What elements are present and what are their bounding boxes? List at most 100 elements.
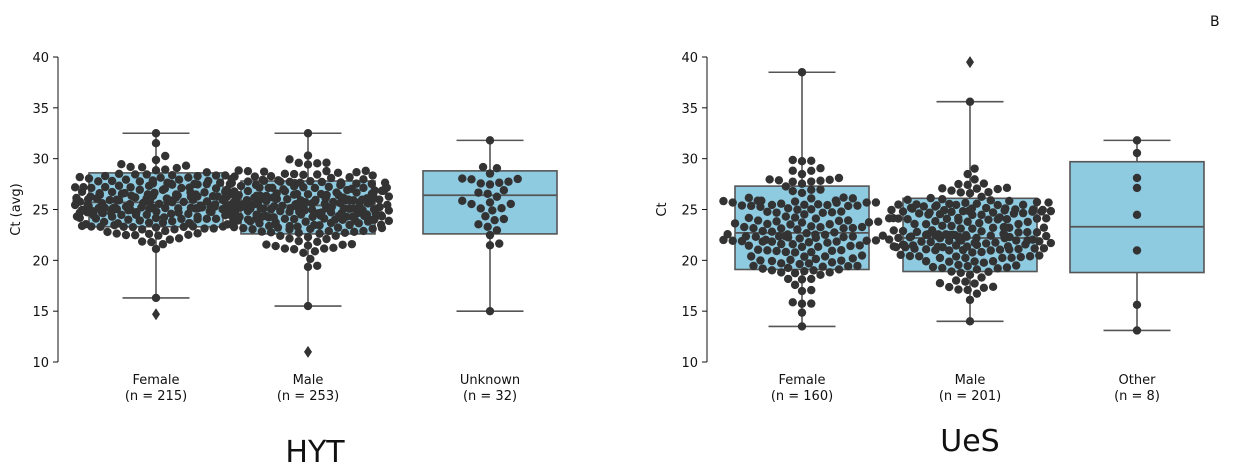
outlier-point: [304, 345, 312, 358]
data-point: [324, 226, 333, 236]
data-point: [147, 237, 156, 247]
swarm-points: [458, 136, 522, 316]
data-point: [156, 173, 165, 182]
data-point: [884, 235, 894, 244]
data-point: [190, 179, 199, 189]
data-point: [257, 227, 266, 236]
data-point: [361, 166, 370, 176]
data-point: [131, 230, 140, 240]
y-tick-label: 35: [681, 102, 698, 117]
data-point: [308, 212, 317, 222]
data-point: [807, 166, 816, 175]
data-point: [740, 222, 749, 232]
x-category-label: Female: [132, 373, 179, 388]
data-point: [862, 236, 871, 245]
data-point: [954, 213, 963, 223]
data-point: [317, 177, 327, 187]
data-point: [1018, 200, 1028, 210]
chart-title: UeS: [940, 424, 999, 459]
data-point: [1132, 326, 1142, 335]
data-point: [941, 230, 951, 239]
data-point: [1014, 244, 1023, 254]
data-point: [193, 229, 202, 238]
data-point: [797, 242, 807, 252]
data-point: [962, 242, 972, 251]
data-point: [77, 205, 87, 215]
box-group-female: [70, 129, 242, 321]
data-point: [777, 199, 786, 208]
data-point: [793, 205, 802, 214]
data-point: [151, 166, 161, 175]
data-point: [87, 183, 96, 193]
data-point: [126, 183, 135, 192]
data-point: [802, 229, 811, 238]
data-point: [786, 255, 795, 265]
data-point: [963, 217, 972, 226]
data-point: [165, 235, 175, 244]
data-point: [853, 261, 862, 271]
data-point: [276, 231, 285, 240]
data-point: [921, 257, 931, 266]
data-point: [844, 216, 853, 225]
data-point: [215, 178, 225, 187]
data-point: [790, 213, 800, 222]
data-point: [1007, 253, 1016, 263]
data-point: [1132, 148, 1142, 158]
data-point: [143, 190, 153, 199]
data-point: [970, 279, 979, 288]
swarm-points: [1132, 136, 1142, 335]
data-point: [818, 208, 827, 218]
data-point: [144, 229, 154, 239]
data-point: [117, 160, 126, 169]
data-point: [820, 230, 830, 239]
data-point: [474, 188, 483, 197]
data-point: [319, 244, 329, 253]
data-point: [200, 188, 209, 197]
y-tick-label: 20: [32, 254, 49, 269]
data-point: [813, 242, 823, 252]
data-point: [200, 224, 209, 233]
data-point: [825, 175, 834, 185]
data-point: [935, 279, 945, 288]
data-point: [280, 214, 290, 224]
data-point: [914, 252, 924, 261]
data-point: [945, 199, 954, 209]
data-point: [248, 225, 257, 234]
data-point: [988, 257, 998, 266]
data-point: [1039, 244, 1049, 253]
data-point: [807, 247, 816, 257]
data-point: [848, 232, 858, 241]
data-point: [151, 244, 161, 254]
data-point: [81, 220, 91, 229]
box-group-other: [1069, 136, 1205, 335]
data-point: [790, 268, 800, 278]
x-category-label: Unknown: [460, 373, 520, 388]
data-point: [823, 200, 832, 210]
data-point: [292, 189, 302, 199]
data-point: [303, 160, 313, 169]
data-point: [807, 285, 816, 295]
data-point: [788, 155, 797, 165]
data-point: [758, 226, 767, 236]
data-point: [137, 237, 147, 246]
data-point: [107, 187, 117, 197]
data-point: [336, 178, 346, 187]
data-point: [917, 237, 926, 246]
y-tick-label: 15: [32, 305, 49, 320]
data-point: [177, 183, 186, 193]
data-point: [723, 230, 732, 239]
data-point: [954, 260, 963, 270]
data-point: [1046, 206, 1056, 216]
data-point: [932, 201, 941, 210]
data-point: [746, 252, 756, 261]
data-point: [326, 173, 336, 183]
data-point: [800, 267, 809, 276]
data-point: [310, 247, 320, 256]
data-point: [329, 197, 338, 207]
x-category-count: (n = 253): [277, 389, 339, 404]
data-point: [783, 274, 793, 284]
y-tick-label: 25: [681, 204, 698, 219]
data-point: [753, 216, 763, 225]
data-point: [926, 193, 935, 203]
data-point: [306, 176, 315, 186]
